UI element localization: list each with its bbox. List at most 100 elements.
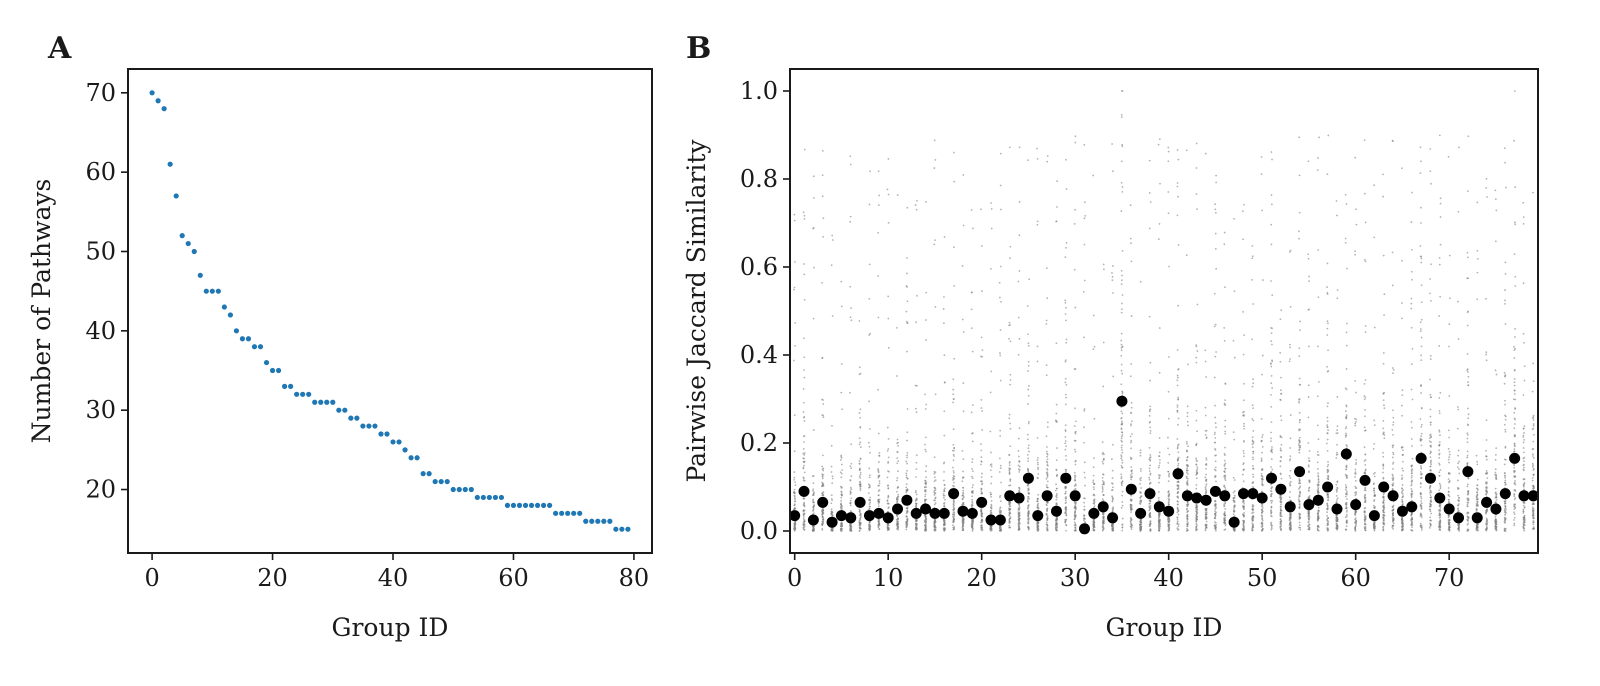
panel-b-pairwise-point [1148, 525, 1151, 528]
panel-b-pairwise-point [990, 527, 993, 530]
panel-b-pairwise-point [1177, 486, 1180, 489]
panel-b-pairwise-point [1102, 451, 1105, 454]
panel-b-pairwise-point [878, 484, 880, 487]
panel-b-pairwise-point [1073, 484, 1076, 487]
panel-b-pairwise-point [897, 526, 900, 529]
panel-b-pairwise-point [906, 488, 909, 491]
panel-b-pairwise-point [1187, 465, 1190, 467]
panel-b-pairwise-point [1223, 243, 1226, 246]
panel-b-pairwise-point [1205, 458, 1208, 461]
panel-b-pairwise-point [1129, 435, 1132, 438]
panel-b-pairwise-point [916, 294, 918, 297]
panel-b-pairwise-point [1008, 413, 1011, 416]
panel-b-pairwise-point [952, 466, 954, 469]
panel-b-pairwise-point [1111, 507, 1114, 510]
panel-b-pairwise-point [869, 474, 871, 477]
panel-a-data-point [263, 359, 270, 366]
panel-b-pairwise-point [1111, 486, 1114, 489]
panel-b-pairwise-point [1279, 514, 1282, 517]
panel-b-pairwise-point [1242, 524, 1245, 527]
panel-b-pairwise-point [877, 468, 880, 470]
panel-b-pairwise-point [1298, 421, 1301, 424]
panel-b-pairwise-point [999, 265, 1002, 268]
panel-b-pairwise-point [1167, 494, 1170, 497]
panel-b-pairwise-point [1195, 142, 1198, 145]
panel-b-pairwise-point [1074, 439, 1077, 442]
panel-b-pairwise-point [1204, 491, 1207, 494]
panel-b-pairwise-point [915, 476, 917, 478]
panel-b-pairwise-point [1223, 503, 1226, 506]
panel-b-pairwise-point [887, 158, 890, 160]
panel-b-pairwise-point [877, 505, 880, 508]
panel-b-pairwise-point [1224, 467, 1226, 470]
panel-b-pairwise-point [953, 481, 955, 484]
panel-b-pairwise-point [953, 284, 956, 287]
panel-b-pairwise-point [1271, 294, 1274, 297]
panel-b-pairwise-point [1065, 158, 1067, 161]
panel-b-pairwise-point [1176, 379, 1179, 382]
panel-a-data-point [360, 423, 366, 429]
panel-b-pairwise-point [802, 441, 805, 443]
panel-b-pairwise-point [1064, 499, 1067, 502]
panel-a-data-point [553, 510, 559, 516]
panel-b-pairwise-point [1083, 517, 1086, 520]
panel-b-pairwise-point [1186, 525, 1188, 528]
panel-b-pairwise-point [1177, 525, 1180, 528]
panel-b-pairwise-point [1017, 353, 1020, 356]
panel-b-pairwise-point [1205, 513, 1208, 516]
panel-b-pairwise-point [1224, 425, 1226, 428]
panel-b-pairwise-point [989, 430, 992, 433]
panel-b-pairwise-point [1214, 517, 1216, 520]
panel-b-pairwise-point [1252, 524, 1254, 527]
panel-b-pairwise-point [1027, 522, 1030, 524]
panel-b-pairwise-point [1111, 496, 1114, 499]
panel-b-pairwise-point [1130, 406, 1133, 409]
panel-b-pairwise-point [1214, 499, 1217, 502]
panel-b-pairwise-point [1037, 507, 1040, 510]
panel-b-pairwise-point [1120, 422, 1123, 425]
panel-b-pairwise-point [1140, 476, 1142, 479]
panel-b-pairwise-point [1158, 529, 1161, 532]
panel-b-pairwise-point [1037, 477, 1039, 480]
panel-b-pairwise-point [1046, 476, 1049, 478]
panel-b-pairwise-point [1121, 434, 1124, 436]
panel-b-pairwise-point [934, 158, 937, 161]
panel-b-pairwise-point [1148, 159, 1151, 162]
panel-b-pairwise-point [1008, 524, 1011, 527]
panel-b-pairwise-point [1186, 484, 1189, 487]
panel-b-pairwise-point [1252, 430, 1255, 432]
panel-b-pairwise-point [812, 527, 815, 530]
panel-b-pairwise-point [1074, 527, 1077, 530]
panel-a-data-point [257, 344, 264, 350]
panel-b-pairwise-point [858, 412, 861, 414]
panel-b-pairwise-point [1120, 457, 1123, 460]
panel-b-pairwise-point [1065, 468, 1067, 471]
panel-b-pairwise-point [1009, 508, 1011, 511]
panel-b-pairwise-point [821, 523, 824, 525]
panel-b-pairwise-point [859, 477, 862, 479]
panel-b-pairwise-point [1009, 245, 1012, 248]
panel-b-pairwise-point [1008, 501, 1011, 504]
panel-b-pairwise-point [1065, 518, 1068, 521]
panel-b-pairwise-point [802, 526, 805, 528]
panel-b-pairwise-point [1027, 520, 1030, 523]
panel-b-pairwise-point [1120, 343, 1123, 346]
panel-b-pairwise-point [831, 527, 834, 530]
panel-b-pairwise-point [1148, 467, 1151, 470]
panel-b-pairwise-point [793, 478, 795, 481]
panel-b-pairwise-point [1027, 447, 1030, 450]
panel-b-pairwise-point [1176, 214, 1179, 217]
panel-b-pairwise-point [1046, 464, 1049, 467]
panel-b-pairwise-point [1074, 141, 1077, 144]
panel-b-pairwise-point [1111, 477, 1114, 479]
panel-b-pairwise-point [1074, 529, 1077, 532]
panel-b-pairwise-point [849, 523, 852, 526]
panel-b-pairwise-point [1158, 464, 1161, 467]
panel-b-pairwise-point [1195, 503, 1198, 506]
panel-b-pairwise-point [1130, 315, 1133, 317]
panel-b-pairwise-point [1176, 384, 1179, 387]
panel-b-pairwise-point [952, 388, 955, 391]
panel-b-pairwise-point [998, 281, 1001, 284]
panel-b-pairwise-point [1102, 341, 1105, 344]
panel-b-pairwise-point [1102, 458, 1105, 461]
